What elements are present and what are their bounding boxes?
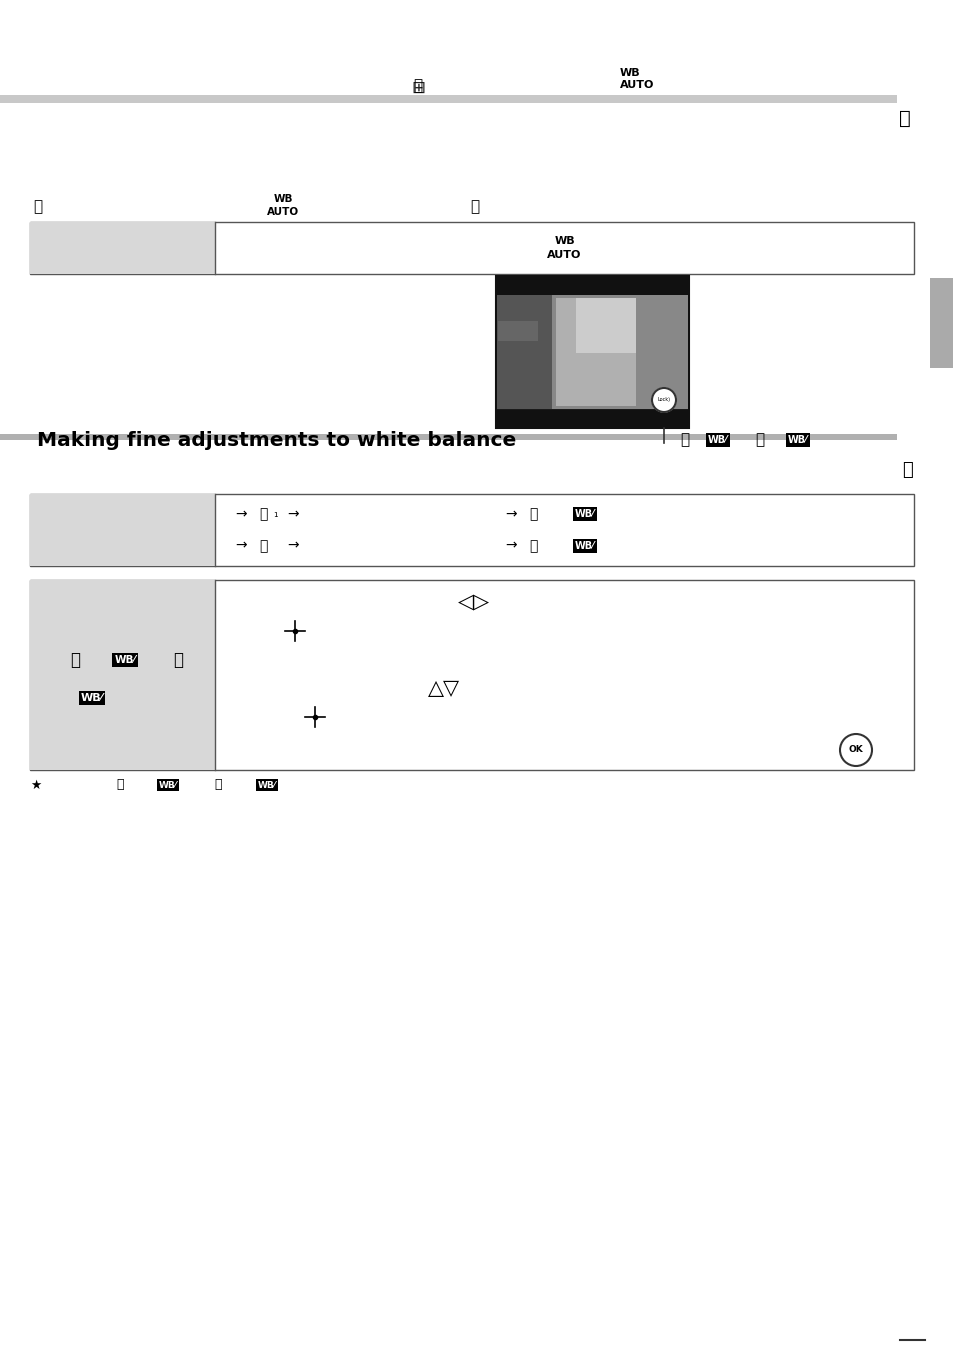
- Text: Lock): Lock): [657, 398, 670, 403]
- FancyBboxPatch shape: [929, 278, 953, 368]
- Text: AUTO: AUTO: [547, 250, 581, 261]
- Bar: [497, 277, 687, 294]
- Bar: [497, 294, 552, 408]
- Text: 🎥: 🎥: [902, 461, 912, 479]
- Text: WB⁄: WB⁄: [257, 780, 275, 790]
- Text: AUTO: AUTO: [267, 208, 298, 217]
- Text: →: →: [234, 539, 247, 552]
- Text: →: →: [287, 508, 298, 521]
- Bar: [497, 410, 687, 427]
- Text: 🎥: 🎥: [258, 539, 267, 552]
- Text: ⓘ: ⓘ: [33, 199, 43, 214]
- Text: →: →: [234, 508, 247, 521]
- Text: Making fine adjustments to white balance: Making fine adjustments to white balance: [37, 430, 516, 449]
- Text: WB⁄: WB⁄: [575, 541, 595, 551]
- Text: WB⁄: WB⁄: [81, 693, 103, 703]
- Bar: [0, 95, 896, 103]
- Text: 📷: 📷: [258, 508, 267, 521]
- Text: WB: WB: [273, 194, 293, 204]
- Bar: [30, 223, 214, 274]
- Bar: [30, 494, 214, 566]
- Text: 🎥: 🎥: [528, 539, 537, 552]
- Text: 🎥: 🎥: [172, 651, 183, 669]
- Bar: [497, 294, 687, 408]
- Text: WB⁄: WB⁄: [707, 436, 727, 445]
- Bar: [0, 434, 896, 440]
- Text: →: →: [504, 539, 517, 552]
- Bar: [576, 299, 636, 353]
- Text: →: →: [504, 508, 517, 521]
- Text: ⊕Off: ⊕Off: [672, 323, 683, 328]
- Text: OK: OK: [848, 745, 862, 754]
- Text: 📷: 📷: [116, 779, 124, 791]
- Text: 🎥: 🎥: [898, 109, 910, 128]
- Text: ⊞: ⊞: [411, 79, 424, 96]
- Text: →: →: [287, 539, 298, 552]
- Text: TC00:00:01 DF: TC00:00:01 DF: [503, 284, 539, 289]
- Text: C-AF: C-AF: [672, 308, 683, 313]
- Text: 🎥: 🎥: [413, 79, 422, 94]
- Bar: [30, 223, 913, 274]
- Text: ₁: ₁: [273, 509, 277, 520]
- Text: WB: WB: [619, 68, 640, 77]
- Text: WB⁄: WB⁄: [787, 436, 807, 445]
- Text: WB⁄: WB⁄: [114, 655, 135, 665]
- Text: AUTO: AUTO: [619, 80, 654, 90]
- Bar: [30, 494, 913, 566]
- Text: WB⁄: WB⁄: [159, 780, 177, 790]
- Bar: [497, 322, 537, 341]
- Bar: [30, 579, 214, 769]
- Circle shape: [840, 734, 871, 765]
- Text: △▽: △▽: [427, 678, 459, 699]
- Text: 🎥: 🎥: [755, 433, 763, 448]
- Text: 📷: 📷: [679, 433, 689, 448]
- Text: ◁▷: ◁▷: [457, 593, 489, 613]
- Text: WB⁄: WB⁄: [575, 509, 595, 520]
- Circle shape: [651, 388, 676, 413]
- Text: ①: ①: [676, 284, 680, 289]
- Text: 📷: 📷: [70, 651, 80, 669]
- Bar: [556, 299, 636, 406]
- Text: WB: WB: [554, 236, 575, 246]
- Bar: [30, 579, 913, 769]
- Text: 🎥: 🎥: [470, 199, 479, 214]
- Text: 📷: 📷: [528, 508, 537, 521]
- Text: 🎥: 🎥: [214, 779, 221, 791]
- Bar: [496, 275, 688, 427]
- Text: ★: ★: [30, 779, 42, 791]
